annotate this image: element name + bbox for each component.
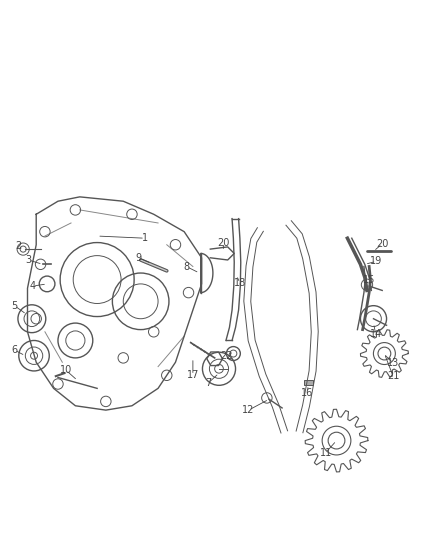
- Text: 13: 13: [387, 358, 399, 368]
- Text: 17: 17: [187, 370, 199, 381]
- Text: 5: 5: [11, 301, 18, 311]
- Text: 18: 18: [234, 278, 246, 288]
- Text: 19: 19: [371, 256, 383, 266]
- Text: 12: 12: [242, 405, 255, 415]
- Text: 4: 4: [30, 281, 36, 291]
- Text: 20: 20: [217, 238, 230, 247]
- Text: 6: 6: [11, 345, 18, 355]
- Text: 7: 7: [205, 378, 211, 388]
- Text: 9: 9: [135, 253, 141, 263]
- Text: 21: 21: [387, 371, 399, 381]
- Text: 11: 11: [319, 448, 332, 458]
- Text: 15: 15: [363, 274, 375, 285]
- Text: 22: 22: [221, 351, 233, 361]
- Text: 16: 16: [301, 387, 314, 398]
- Text: 3: 3: [25, 255, 32, 265]
- Text: 10: 10: [60, 365, 72, 375]
- Text: 8: 8: [183, 262, 189, 271]
- Text: 2: 2: [15, 240, 21, 251]
- Text: 14: 14: [370, 329, 382, 339]
- Text: 1: 1: [142, 233, 148, 243]
- Text: 20: 20: [376, 239, 389, 249]
- Bar: [304, 379, 314, 385]
